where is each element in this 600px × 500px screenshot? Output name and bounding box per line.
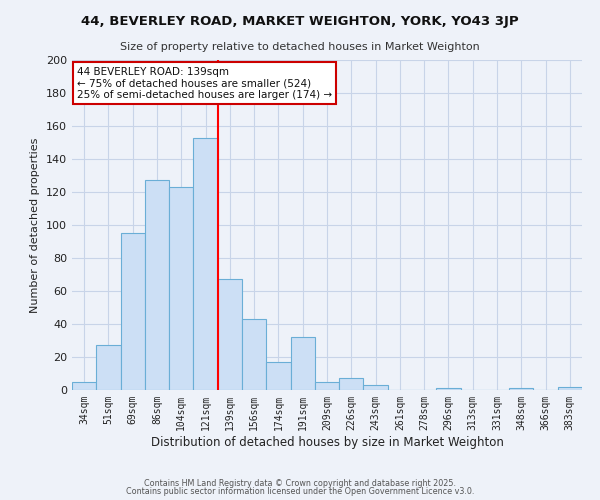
Bar <box>242 319 266 390</box>
Bar <box>169 187 193 390</box>
Bar <box>266 362 290 390</box>
Text: Size of property relative to detached houses in Market Weighton: Size of property relative to detached ho… <box>120 42 480 52</box>
Bar <box>145 180 169 390</box>
Bar <box>96 346 121 390</box>
Bar <box>436 388 461 390</box>
Bar <box>72 382 96 390</box>
Y-axis label: Number of detached properties: Number of detached properties <box>31 138 40 312</box>
Text: Contains HM Land Registry data © Crown copyright and database right 2025.: Contains HM Land Registry data © Crown c… <box>144 478 456 488</box>
X-axis label: Distribution of detached houses by size in Market Weighton: Distribution of detached houses by size … <box>151 436 503 448</box>
Bar <box>339 378 364 390</box>
Bar <box>218 280 242 390</box>
Bar <box>193 138 218 390</box>
Text: 44 BEVERLEY ROAD: 139sqm
← 75% of detached houses are smaller (524)
25% of semi-: 44 BEVERLEY ROAD: 139sqm ← 75% of detach… <box>77 66 332 100</box>
Bar <box>509 388 533 390</box>
Text: 44, BEVERLEY ROAD, MARKET WEIGHTON, YORK, YO43 3JP: 44, BEVERLEY ROAD, MARKET WEIGHTON, YORK… <box>81 15 519 28</box>
Bar <box>290 337 315 390</box>
Bar <box>558 386 582 390</box>
Bar <box>364 385 388 390</box>
Bar <box>315 382 339 390</box>
Text: Contains public sector information licensed under the Open Government Licence v3: Contains public sector information licen… <box>126 487 474 496</box>
Bar <box>121 233 145 390</box>
